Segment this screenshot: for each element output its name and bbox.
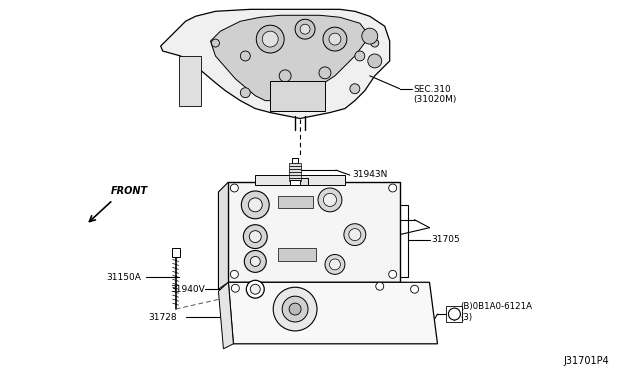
Circle shape xyxy=(350,84,360,94)
Bar xyxy=(255,175,345,185)
Circle shape xyxy=(246,280,264,298)
Circle shape xyxy=(295,19,315,39)
Bar xyxy=(290,180,300,185)
Polygon shape xyxy=(161,9,390,119)
Bar xyxy=(289,163,301,166)
Polygon shape xyxy=(218,282,234,349)
Bar xyxy=(289,169,301,171)
Circle shape xyxy=(318,188,342,212)
Circle shape xyxy=(330,259,340,270)
Circle shape xyxy=(241,88,250,98)
Bar xyxy=(270,81,325,110)
Text: (B)0B1A0-6121A
(3): (B)0B1A0-6121A (3) xyxy=(460,302,532,322)
Text: J31701P4: J31701P4 xyxy=(564,356,610,366)
Bar xyxy=(228,182,399,282)
Bar xyxy=(447,306,462,322)
Bar xyxy=(278,247,316,262)
Circle shape xyxy=(262,31,278,47)
Circle shape xyxy=(449,308,460,320)
Bar xyxy=(292,158,298,163)
Circle shape xyxy=(325,254,345,274)
Text: 31943N: 31943N xyxy=(352,170,387,179)
Circle shape xyxy=(250,284,260,294)
Circle shape xyxy=(282,296,308,322)
Circle shape xyxy=(250,231,261,243)
Circle shape xyxy=(323,27,347,51)
Text: 31728: 31728 xyxy=(148,312,177,321)
Circle shape xyxy=(230,184,238,192)
Bar xyxy=(179,56,200,106)
Polygon shape xyxy=(211,15,370,101)
Bar xyxy=(289,178,301,180)
Circle shape xyxy=(371,39,379,47)
Circle shape xyxy=(232,284,239,292)
Circle shape xyxy=(211,39,220,47)
Circle shape xyxy=(256,25,284,53)
Bar xyxy=(292,178,308,185)
Circle shape xyxy=(250,256,260,266)
Circle shape xyxy=(344,224,366,246)
Polygon shape xyxy=(228,282,438,344)
Circle shape xyxy=(248,198,262,212)
Circle shape xyxy=(241,51,250,61)
Text: SEC.310
(31020M): SEC.310 (31020M) xyxy=(413,85,457,104)
Bar xyxy=(172,247,180,257)
Bar xyxy=(289,175,301,177)
Circle shape xyxy=(323,193,337,206)
Circle shape xyxy=(329,33,341,45)
Circle shape xyxy=(273,287,317,331)
Circle shape xyxy=(319,67,331,79)
Polygon shape xyxy=(218,182,228,289)
Circle shape xyxy=(241,191,269,219)
Text: 31940V: 31940V xyxy=(171,285,205,294)
Circle shape xyxy=(411,285,419,293)
Text: 31705: 31705 xyxy=(431,235,460,244)
Circle shape xyxy=(355,51,365,61)
Circle shape xyxy=(244,250,266,272)
Circle shape xyxy=(289,303,301,315)
Circle shape xyxy=(230,270,238,278)
Circle shape xyxy=(388,184,397,192)
Bar xyxy=(289,166,301,169)
Bar xyxy=(278,196,313,208)
Circle shape xyxy=(388,270,397,278)
Circle shape xyxy=(243,225,268,248)
Circle shape xyxy=(300,24,310,34)
Circle shape xyxy=(376,282,384,290)
Circle shape xyxy=(349,229,361,241)
Text: FRONT: FRONT xyxy=(111,186,148,196)
Circle shape xyxy=(368,54,381,68)
Text: 31150A: 31150A xyxy=(106,273,141,282)
Circle shape xyxy=(279,70,291,82)
Bar xyxy=(289,172,301,174)
Circle shape xyxy=(362,28,378,44)
